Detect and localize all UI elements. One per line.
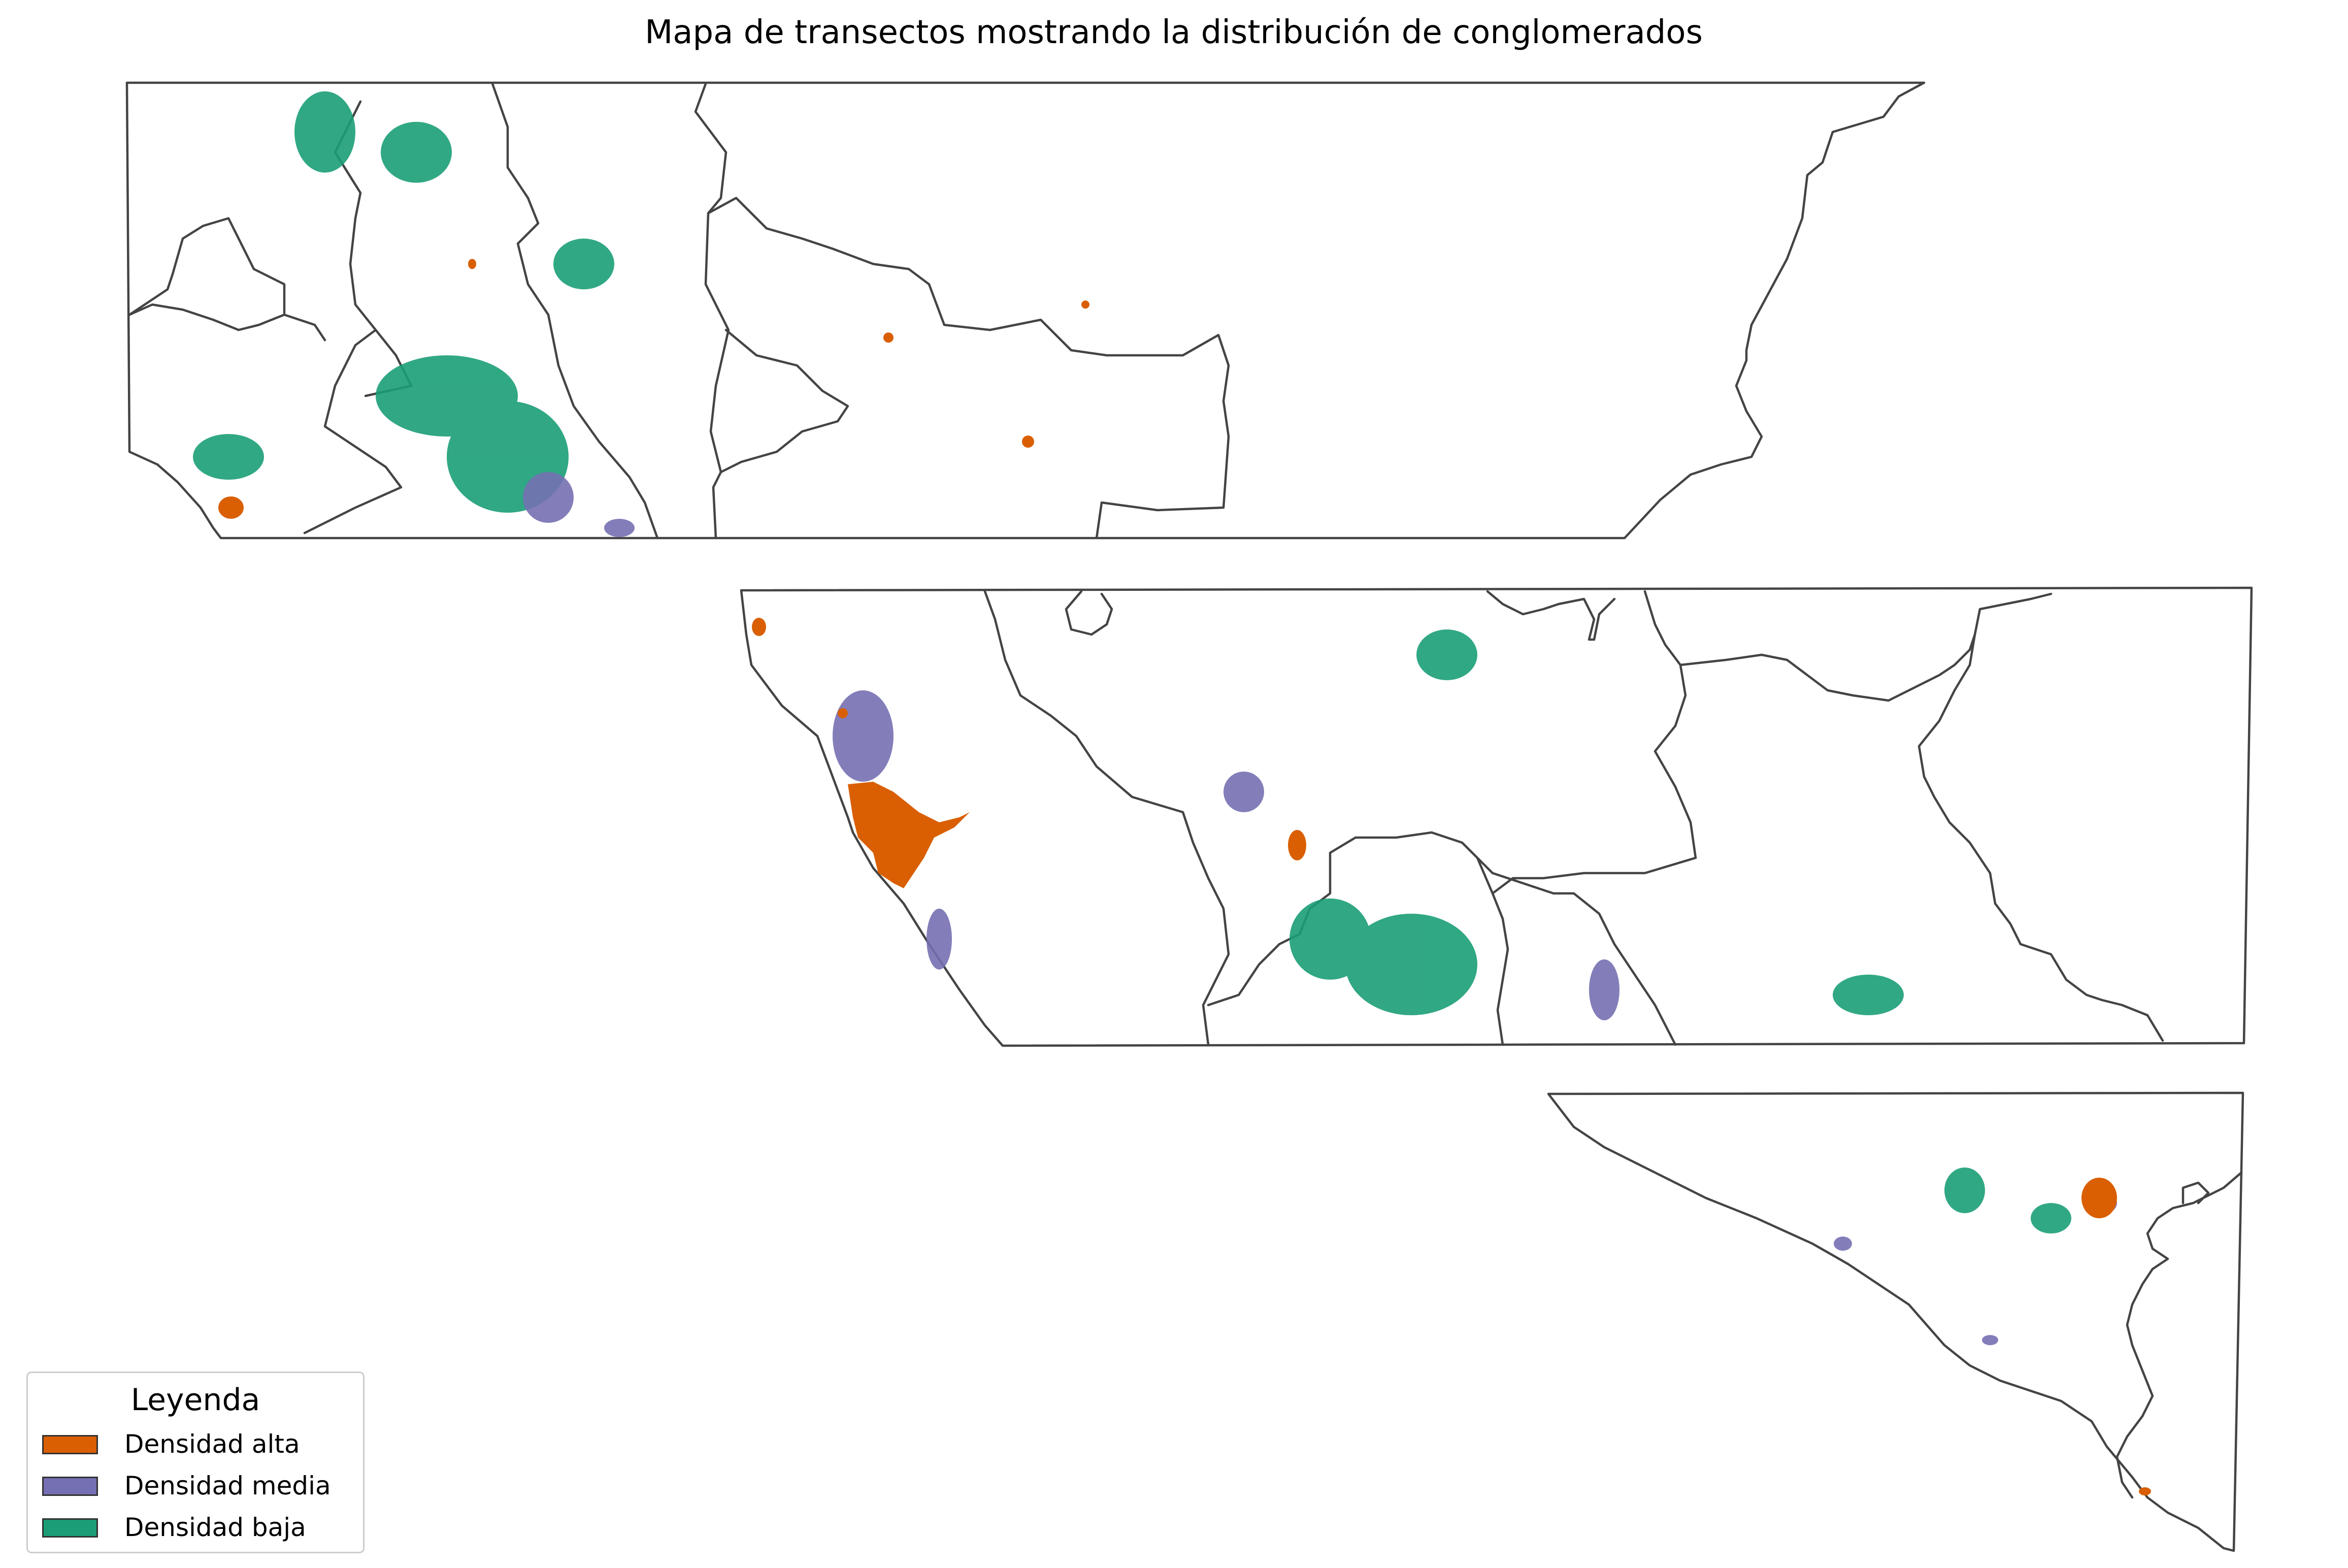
transect-3-outline bbox=[1547, 1091, 2244, 1552]
legend-item-baja: Densidad baja bbox=[42, 1512, 357, 1543]
transect-1-boundary-d bbox=[491, 82, 659, 540]
legend: Leyenda Densidad alta Densidad media Den… bbox=[26, 1372, 365, 1553]
transect-1-boundary-f bbox=[128, 224, 205, 316]
transect-2-boundary-b bbox=[1065, 590, 1113, 636]
transect-3-boundary-b bbox=[2181, 1181, 2210, 1205]
legend-item-media: Densidad media bbox=[42, 1471, 357, 1501]
transect-2-boundary-h bbox=[1917, 633, 2164, 1042]
legend-item-alta: Densidad alta bbox=[42, 1429, 357, 1459]
clusters-alta bbox=[218, 259, 2151, 1495]
legend-swatch-media bbox=[42, 1477, 98, 1496]
transect-2 bbox=[740, 586, 2253, 1047]
transect-1-boundary-e bbox=[303, 100, 403, 535]
transect-2-boundary-d bbox=[1207, 932, 1301, 1007]
map-title: Mapa de transectos mostrando la distribu… bbox=[645, 14, 1703, 51]
transect-1-boundary-g bbox=[202, 217, 326, 342]
transect-1-boundary-h bbox=[128, 303, 286, 331]
legend-label-baja: Densidad baja bbox=[124, 1513, 306, 1542]
transect-2-boundary-f bbox=[1491, 590, 1697, 895]
transect-2-boundary-c bbox=[1298, 831, 1509, 1046]
transect-1-boundary-b bbox=[707, 196, 1230, 540]
legend-swatch-baja bbox=[42, 1518, 98, 1538]
cluster-alta-main bbox=[848, 782, 970, 888]
transect-2-boundary-g bbox=[1679, 592, 2053, 702]
transect-1-boundary-a bbox=[694, 82, 730, 540]
clusters-baja bbox=[193, 91, 2071, 1233]
legend-label-media: Densidad media bbox=[124, 1471, 331, 1500]
transect-3-boundary-a bbox=[2115, 1171, 2243, 1499]
transect-1-outline bbox=[125, 81, 1926, 540]
transect-3 bbox=[1547, 1091, 2244, 1552]
legend-label-alta: Densidad alta bbox=[124, 1429, 300, 1459]
transect-2-outline bbox=[740, 586, 2253, 1047]
transect-2-boundary-a bbox=[983, 590, 1230, 1046]
transect-2-boundary-e bbox=[1476, 856, 1677, 1046]
transect-2-boundary-i bbox=[1486, 590, 1616, 641]
legend-title: Leyenda bbox=[130, 1382, 260, 1418]
transect-1-boundary-c bbox=[719, 328, 849, 474]
legend-swatch-alta bbox=[42, 1435, 98, 1454]
